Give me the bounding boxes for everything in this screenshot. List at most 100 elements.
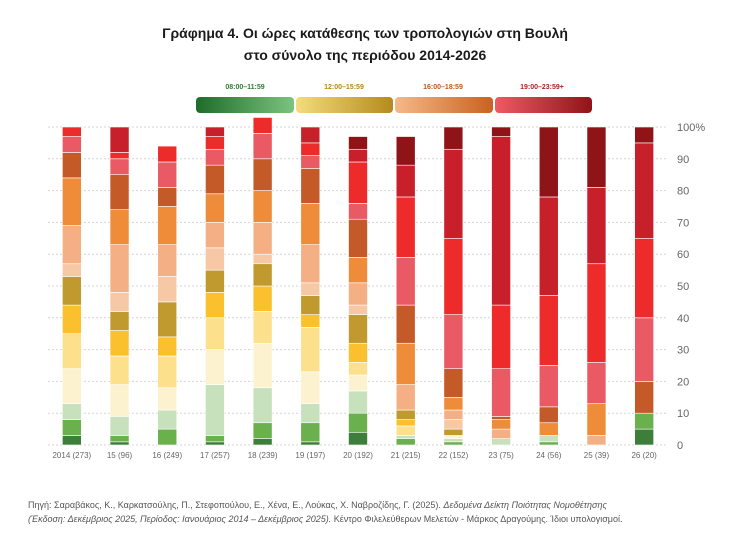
bar-segment bbox=[62, 403, 82, 420]
bar-segment bbox=[634, 238, 654, 319]
bar-segment bbox=[395, 257, 416, 306]
bar-segment bbox=[443, 148, 464, 239]
bar-segment bbox=[491, 304, 511, 369]
y-tick-label: 100% bbox=[677, 122, 705, 134]
bar-segment bbox=[109, 158, 130, 176]
bar-segment bbox=[109, 174, 130, 210]
bar-segment bbox=[443, 438, 464, 443]
bar-segment bbox=[252, 133, 273, 160]
bar-segment bbox=[395, 425, 416, 436]
bar-segment bbox=[157, 161, 178, 188]
bar-segment bbox=[205, 222, 225, 249]
x-tick-label: 22 (152) bbox=[438, 451, 468, 460]
bar-segment bbox=[300, 282, 321, 296]
bar-segment bbox=[205, 292, 225, 319]
bar-segment bbox=[157, 409, 178, 430]
bar-segment bbox=[300, 168, 321, 204]
y-tick-label: 60 bbox=[677, 249, 689, 261]
bar-segment bbox=[491, 126, 511, 137]
bar-segment bbox=[443, 435, 464, 439]
bar-segment bbox=[491, 438, 511, 446]
y-tick-label: 80 bbox=[677, 186, 689, 198]
legend-color-bar bbox=[196, 97, 592, 113]
chart-title-line-1: Γράφημα 4. Οι ώρες κατάθεσης των τροπολο… bbox=[162, 25, 568, 41]
bar-segment bbox=[634, 317, 654, 382]
source-publisher: Κέντρο Φιλελεύθερων Μελετών - Μάρκος Δρα… bbox=[331, 514, 623, 524]
bar-segment bbox=[252, 342, 273, 389]
bar-segment bbox=[443, 396, 464, 411]
bar-segment bbox=[109, 384, 130, 417]
bar-segment bbox=[300, 327, 321, 373]
bar-segment bbox=[348, 257, 368, 284]
bar-segment bbox=[348, 314, 368, 344]
bar-segment bbox=[62, 435, 82, 446]
bar-segment bbox=[252, 438, 273, 446]
bar-segment bbox=[109, 244, 130, 293]
bar-segment bbox=[443, 428, 464, 436]
bar-segment bbox=[205, 349, 225, 385]
bar-segment bbox=[157, 355, 178, 389]
bar-segment bbox=[62, 276, 82, 306]
bar-segment bbox=[348, 148, 368, 163]
bar-segment bbox=[300, 244, 321, 284]
bar-segment bbox=[443, 441, 464, 446]
bar-segment bbox=[62, 368, 82, 404]
legend-swatch-afternoon bbox=[395, 97, 493, 113]
legend-swatch-morning bbox=[196, 97, 294, 113]
bar-segment bbox=[586, 263, 607, 363]
bar-segment bbox=[491, 416, 511, 420]
bar-segment bbox=[157, 428, 178, 446]
bar-segment bbox=[157, 244, 178, 277]
bar-segment bbox=[109, 435, 130, 443]
legend-label-midday: 12:00–15:59 bbox=[324, 84, 364, 91]
bar-segment bbox=[538, 406, 559, 424]
chart-title: Γράφημα 4. Οι ώρες κατάθεσης των τροπολο… bbox=[0, 22, 730, 66]
bar-segment bbox=[538, 196, 559, 296]
x-tick-label: 24 (56) bbox=[536, 451, 562, 460]
bar-segment bbox=[205, 269, 225, 293]
legend-label-evening: 19:00–23:59+ bbox=[520, 84, 564, 91]
bar-segment bbox=[443, 314, 464, 369]
bar-segment bbox=[205, 435, 225, 443]
bar-segment bbox=[62, 126, 82, 137]
bar-segment bbox=[443, 238, 464, 315]
bar-segment bbox=[395, 419, 416, 427]
bar-segment bbox=[62, 419, 82, 436]
bar-segment bbox=[252, 387, 273, 424]
bar-segment bbox=[395, 384, 416, 411]
x-tick-label: 18 (239) bbox=[248, 451, 278, 460]
bar-segment bbox=[395, 409, 416, 420]
bar-segment bbox=[395, 342, 416, 385]
bar-segment bbox=[300, 441, 321, 446]
bar-segment bbox=[395, 164, 416, 198]
x-tick-label: 15 (96) bbox=[107, 451, 133, 460]
bar-segment bbox=[205, 126, 225, 137]
bar-segment bbox=[348, 342, 368, 363]
bar-segment bbox=[62, 136, 82, 153]
bar-segment bbox=[538, 441, 559, 446]
source-note: Πηγή: Σαραβάκος, Κ., Καρκατσούλης, Π., Σ… bbox=[28, 498, 718, 526]
chart-legend: 08:00–11:59 12:00–15:59 16:00–18:59 19:0… bbox=[196, 84, 592, 114]
bar-segment bbox=[538, 435, 559, 443]
bar-segment bbox=[586, 126, 607, 188]
y-tick-label: 0 bbox=[677, 440, 683, 452]
bar-segment bbox=[252, 253, 273, 265]
bar-segment bbox=[348, 136, 368, 150]
legend-swatch-evening bbox=[494, 97, 592, 113]
bar-segment bbox=[300, 371, 321, 404]
bar-segment bbox=[538, 295, 559, 366]
bar-segment bbox=[634, 381, 654, 414]
bar-segment bbox=[300, 142, 321, 156]
bar-segment bbox=[252, 263, 273, 287]
bar-segment bbox=[300, 422, 321, 443]
bar-segment bbox=[348, 203, 368, 220]
bar-segment bbox=[205, 164, 225, 195]
bar-segment bbox=[395, 435, 416, 439]
bar-segment bbox=[109, 152, 130, 160]
bar-segment bbox=[109, 330, 130, 357]
bar-segment bbox=[395, 136, 416, 166]
bar-segment bbox=[538, 422, 559, 436]
bar-segment bbox=[348, 412, 368, 433]
bar-segment bbox=[109, 209, 130, 245]
